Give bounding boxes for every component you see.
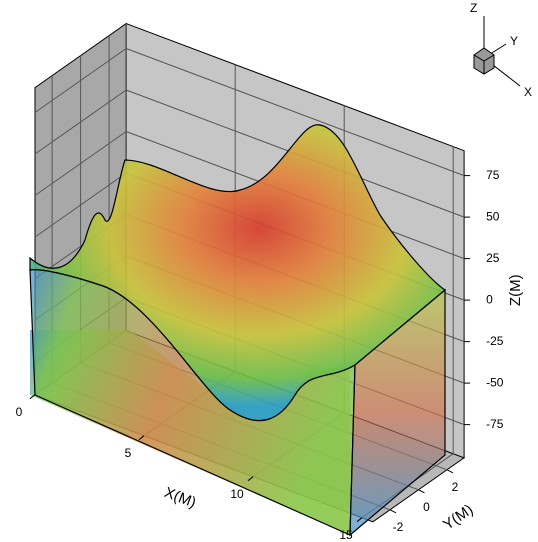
- x-tick-label: 10: [230, 487, 244, 501]
- x-tick-label: 0: [16, 405, 23, 419]
- axis-triad: Z Y X: [470, 1, 532, 99]
- y-axis-title: Y(M): [440, 501, 476, 534]
- y-tick-label: 0: [423, 500, 430, 514]
- x-tick-label: 5: [125, 446, 132, 460]
- x-tick-label: 15: [339, 528, 353, 542]
- x-tick: [247, 476, 254, 482]
- y-tick-label: -2: [393, 520, 404, 534]
- x-axis-title: X(M): [162, 484, 198, 512]
- triad-y-label: Y: [510, 34, 518, 48]
- triad-x-label: X: [524, 85, 532, 99]
- z-tick-label: 50: [486, 209, 500, 223]
- grid-line: [126, 48, 465, 177]
- z-axis-title: Z(M): [507, 274, 524, 306]
- z-tick-label: -25: [486, 334, 504, 348]
- triad-z-label: Z: [470, 1, 477, 15]
- y-tick-label: 2: [452, 480, 459, 494]
- z-tick-label: 75: [486, 168, 500, 182]
- x-tick: [356, 517, 363, 523]
- triad-cube-edge: [473, 54, 495, 74]
- z-tick-label: -75: [486, 417, 504, 431]
- x-tick: [29, 394, 36, 400]
- y-tick: [389, 509, 397, 514]
- surface-side-face: [349, 288, 446, 537]
- x-tick: [138, 435, 145, 441]
- surface: [29, 124, 447, 537]
- z-tick-label: -50: [486, 375, 504, 389]
- y-tick: [418, 489, 425, 494]
- y-tick: [446, 469, 454, 474]
- z-tick-label: 0: [486, 292, 493, 306]
- z-tick-label: 25: [486, 251, 500, 265]
- surface-front-face: [29, 269, 356, 536]
